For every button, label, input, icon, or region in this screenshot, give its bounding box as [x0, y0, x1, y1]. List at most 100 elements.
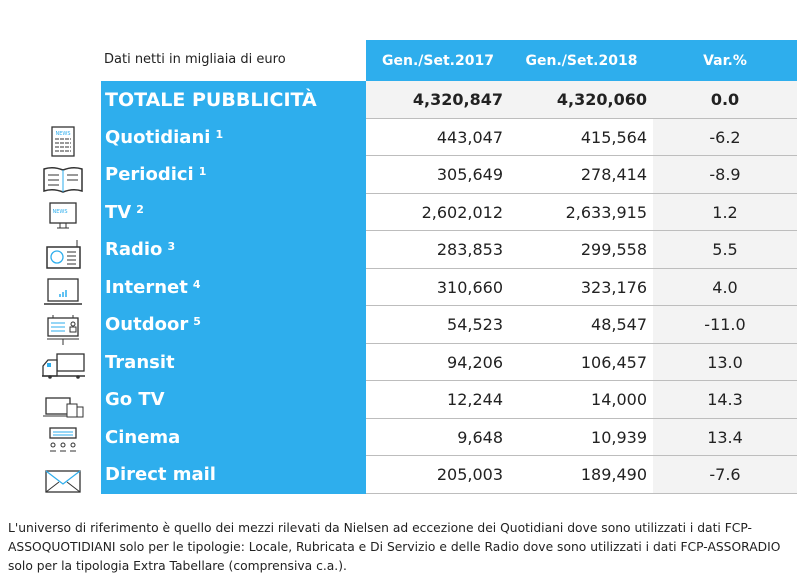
- value-2018: 14,000: [591, 390, 647, 410]
- row-divider: [366, 230, 797, 231]
- row-label: Transit: [105, 344, 175, 382]
- billboard-icon: [47, 315, 79, 345]
- value-2018: 4,320,060: [556, 90, 647, 110]
- laptop-icon: [44, 278, 82, 305]
- total-row: TOTALE PUBBLICITÀ 4,320,847 4,320,060 0.0: [101, 81, 797, 119]
- row-divider: [366, 267, 797, 269]
- row-divider: [366, 117, 797, 119]
- value-2018: 48,547: [591, 315, 647, 335]
- devices-icon: [43, 397, 84, 418]
- row-label: Direct mail: [105, 456, 216, 494]
- table-row: Cinema 9,648 10,939 13.4: [101, 419, 797, 457]
- value-2017: 310,660: [436, 277, 503, 297]
- row-label-text: Transit: [105, 351, 175, 373]
- row-label-text: Quotidiani: [105, 126, 211, 148]
- table-caption: Dati netti in migliaia di euro: [104, 52, 286, 67]
- row-label-text: TOTALE PUBBLICITÀ: [105, 88, 317, 111]
- row-label-text: Periodici: [105, 164, 194, 186]
- row-divider: [366, 305, 797, 306]
- value-2017: 305,649: [436, 165, 503, 185]
- row-label-text: Direct mail: [105, 464, 216, 486]
- row-label: Quotidiani 1: [105, 119, 223, 157]
- truck-icon: [42, 353, 85, 379]
- cinema-icon: [49, 427, 77, 452]
- row-label-text: Cinema: [105, 426, 181, 448]
- value-2018: 2,633,915: [565, 202, 647, 222]
- row-label: Outdoor 5: [105, 306, 201, 344]
- row-label: TOTALE PUBBLICITÀ: [105, 81, 317, 119]
- header-var: Var.%: [653, 40, 797, 81]
- value-var: 14.3: [707, 390, 743, 410]
- table-row: Transit 94,206 106,457 13.0: [101, 344, 797, 382]
- value-var: 0.0: [710, 90, 740, 110]
- footnote-marker: 1: [198, 165, 207, 179]
- value-var: -8.9: [709, 165, 741, 185]
- value-var: 4.0: [712, 277, 738, 297]
- value-var: -6.2: [709, 127, 741, 147]
- value-2017: 4,320,847: [412, 90, 503, 110]
- value-2018: 278,414: [580, 165, 647, 185]
- table-row: Direct mail 205,003 189,490 -7.6: [101, 456, 797, 494]
- value-2018: 415,564: [580, 127, 647, 147]
- row-label: Periodici 1: [105, 156, 206, 194]
- row-label-text: Radio: [105, 239, 163, 261]
- header-2017: Gen./Set.2017: [366, 40, 510, 81]
- row-divider: [366, 417, 797, 419]
- var-column-bg: [653, 118, 797, 494]
- value-var: 1.2: [712, 202, 738, 222]
- value-var: 13.0: [707, 352, 743, 372]
- value-2017: 2,602,012: [421, 202, 503, 222]
- table-row: Periodici 1 305,649 278,414 -8.9: [101, 156, 797, 194]
- tv-icon: NEWS: [49, 202, 77, 229]
- value-var: -7.6: [709, 465, 741, 485]
- table-row: Outdoor 5 54,523 48,547 -11.0: [101, 306, 797, 344]
- header-2018: Gen./Set.2018: [510, 40, 653, 81]
- footnote-marker: 4: [192, 277, 201, 291]
- icon-tv-news-label: NEWS: [52, 209, 67, 215]
- footnote-marker: 2: [136, 202, 144, 216]
- footnote: L'universo di riferimento è quello dei m…: [8, 521, 781, 573]
- footnote-marker: 5: [193, 315, 201, 329]
- row-divider: [366, 492, 797, 494]
- row-divider: [366, 455, 797, 456]
- newspaper-icon: NEWS: [51, 126, 75, 157]
- row-label-text: Internet: [105, 276, 188, 298]
- value-var: -11.0: [704, 315, 746, 335]
- value-var: 13.4: [707, 427, 743, 447]
- table-row: TV 2 2,602,012 2,633,915 1.2: [101, 194, 797, 232]
- footnote-marker: 1: [215, 127, 224, 141]
- row-label: Cinema: [105, 419, 180, 457]
- icon-news-label: NEWS: [55, 131, 70, 137]
- value-2017: 94,206: [447, 352, 503, 372]
- table-row: Quotidiani 1 443,047 415,564 -6.2: [101, 119, 797, 157]
- magazine-icon: [43, 166, 83, 193]
- value-2017: 9,648: [457, 427, 503, 447]
- footnote-marker: 3: [167, 240, 176, 254]
- label-column: [101, 81, 366, 494]
- row-label: Go TV: [105, 381, 165, 419]
- envelope-icon: [45, 470, 81, 493]
- value-2018: 106,457: [580, 352, 647, 372]
- value-2017: 283,853: [436, 240, 503, 260]
- table-row: Go TV 12,244 14,000 14.3: [101, 381, 797, 419]
- value-2017: 54,523: [447, 315, 503, 335]
- row-label-text: Go TV: [105, 389, 165, 411]
- row-label: Radio 3: [105, 231, 175, 269]
- row-divider: [366, 192, 797, 194]
- value-2018: 323,176: [580, 277, 647, 297]
- radio-icon: [46, 240, 81, 269]
- value-var: 5.5: [712, 240, 738, 260]
- row-label: TV 2: [105, 194, 144, 232]
- row-divider: [366, 380, 797, 381]
- table-row: Radio 3 283,853 299,558 5.5: [101, 231, 797, 269]
- row-label-text: TV: [105, 201, 132, 223]
- value-2018: 189,490: [580, 465, 647, 485]
- total-row-bg: [366, 81, 797, 118]
- row-label: Internet 4: [105, 269, 200, 307]
- row-divider: [366, 342, 797, 344]
- value-2018: 299,558: [580, 240, 647, 260]
- row-label-text: Outdoor: [105, 314, 189, 336]
- value-2017: 443,047: [436, 127, 503, 147]
- value-2017: 12,244: [447, 390, 503, 410]
- value-2018: 10,939: [591, 427, 647, 447]
